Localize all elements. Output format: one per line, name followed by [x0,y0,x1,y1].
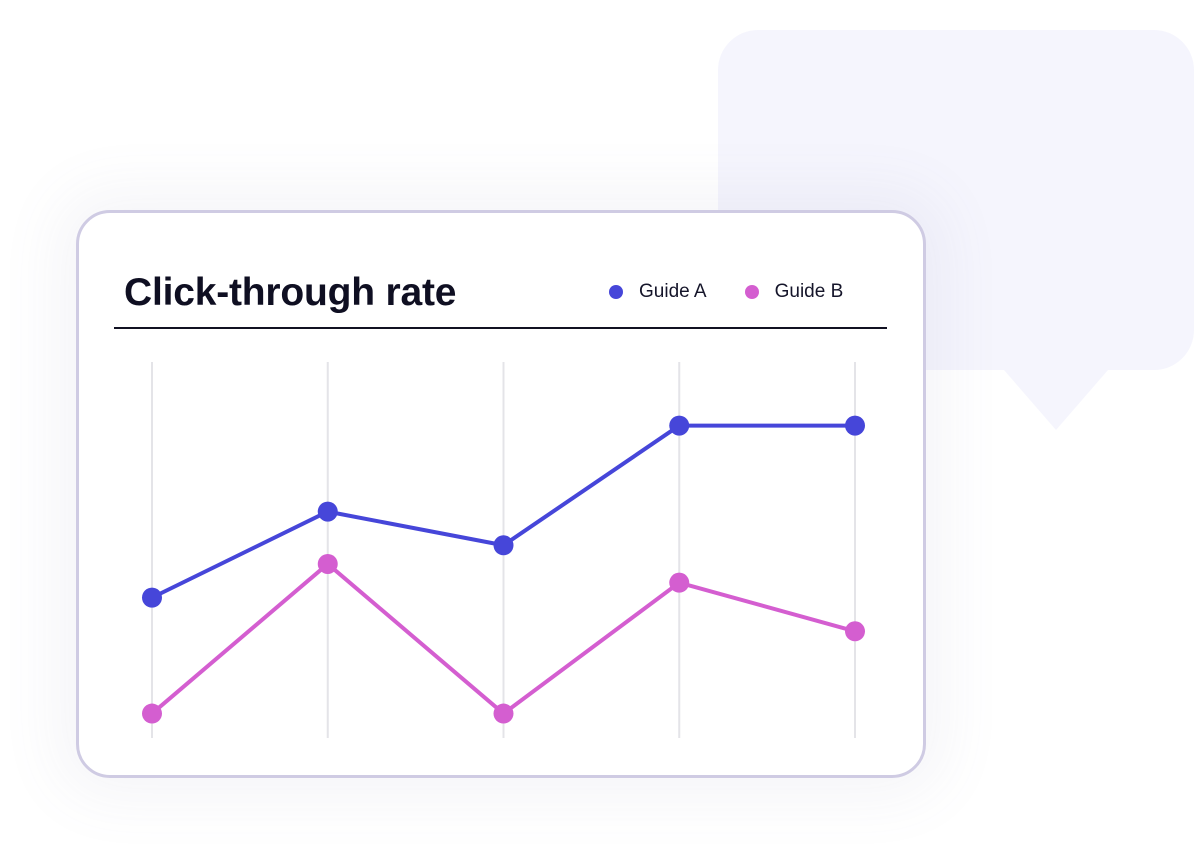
data-point-guide-a [142,587,162,608]
title-divider [114,327,887,329]
data-point-guide-a [845,415,865,436]
data-point-guide-b [317,553,338,574]
legend-label: Guide B [774,281,844,302]
legend-dot-icon [609,285,623,299]
line-chart-plot [142,362,865,738]
chart-card: Click-through rate Guide A Guide B [76,210,926,778]
legend-dot-icon [744,285,759,299]
data-point-guide-b [142,703,162,724]
data-point-guide-b [669,572,690,593]
legend-label: Guide A [639,281,707,302]
data-point-guide-a [493,535,514,556]
data-point-guide-a [317,501,338,522]
legend: Guide A Guide B [609,279,843,305]
data-point-guide-a [669,415,690,436]
data-point-guide-b [493,703,514,724]
data-point-guide-b [845,621,865,642]
legend-item-guide-a: Guide A [609,279,707,305]
chart-title: Click-through rate [124,271,457,314]
legend-item-guide-b: Guide B [744,279,844,305]
